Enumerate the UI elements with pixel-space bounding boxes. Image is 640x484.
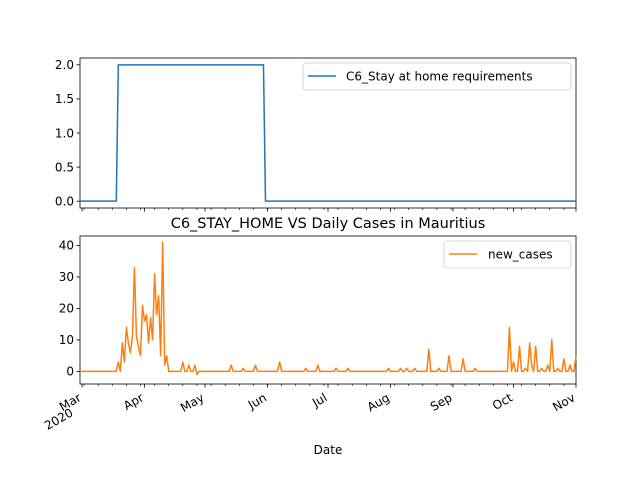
y-tick-label: 0.5: [55, 160, 74, 174]
series-line: [80, 64, 576, 202]
top-series-lines: [80, 64, 576, 202]
x-tick-label: Jul: [309, 390, 329, 410]
top-legend-label: C6_Stay at home requirements: [346, 70, 533, 84]
y-tick-label: 0.0: [55, 194, 74, 208]
top-legend: C6_Stay at home requirements: [302, 62, 572, 91]
y-tick-label: 0: [66, 365, 74, 379]
bottom-legend-box: [443, 240, 572, 269]
y-tick-label: 1.0: [55, 126, 74, 140]
top-panel: 0.0 0.5 1.0 1.5 2.0 C6_Stay at home requirem…: [55, 57, 577, 212]
top-legend-box: [302, 62, 572, 91]
y-tick-label: 30: [59, 270, 74, 284]
y-tick-label: 10: [59, 333, 74, 347]
chart-title: C6_STAY_HOME VS Daily Cases in Mauritius: [171, 216, 486, 232]
top-x-axis: [81, 208, 577, 212]
y-tick-label: 2.0: [55, 58, 74, 72]
y-tick-label: 1.5: [55, 92, 74, 106]
x-axis-label: Date: [314, 443, 343, 457]
top-y-axis: 0.0 0.5 1.0 1.5 2.0: [55, 58, 80, 208]
bottom-legend: new_cases: [443, 240, 572, 269]
bottom-series-lines: [80, 241, 577, 376]
y-tick-label: 20: [59, 302, 74, 316]
bottom-legend-label: new_cases: [488, 248, 553, 262]
bottom-y-axis: 0 10 20 30 40: [59, 239, 80, 379]
y-tick-label: 40: [59, 239, 74, 253]
series-line: [80, 241, 577, 376]
